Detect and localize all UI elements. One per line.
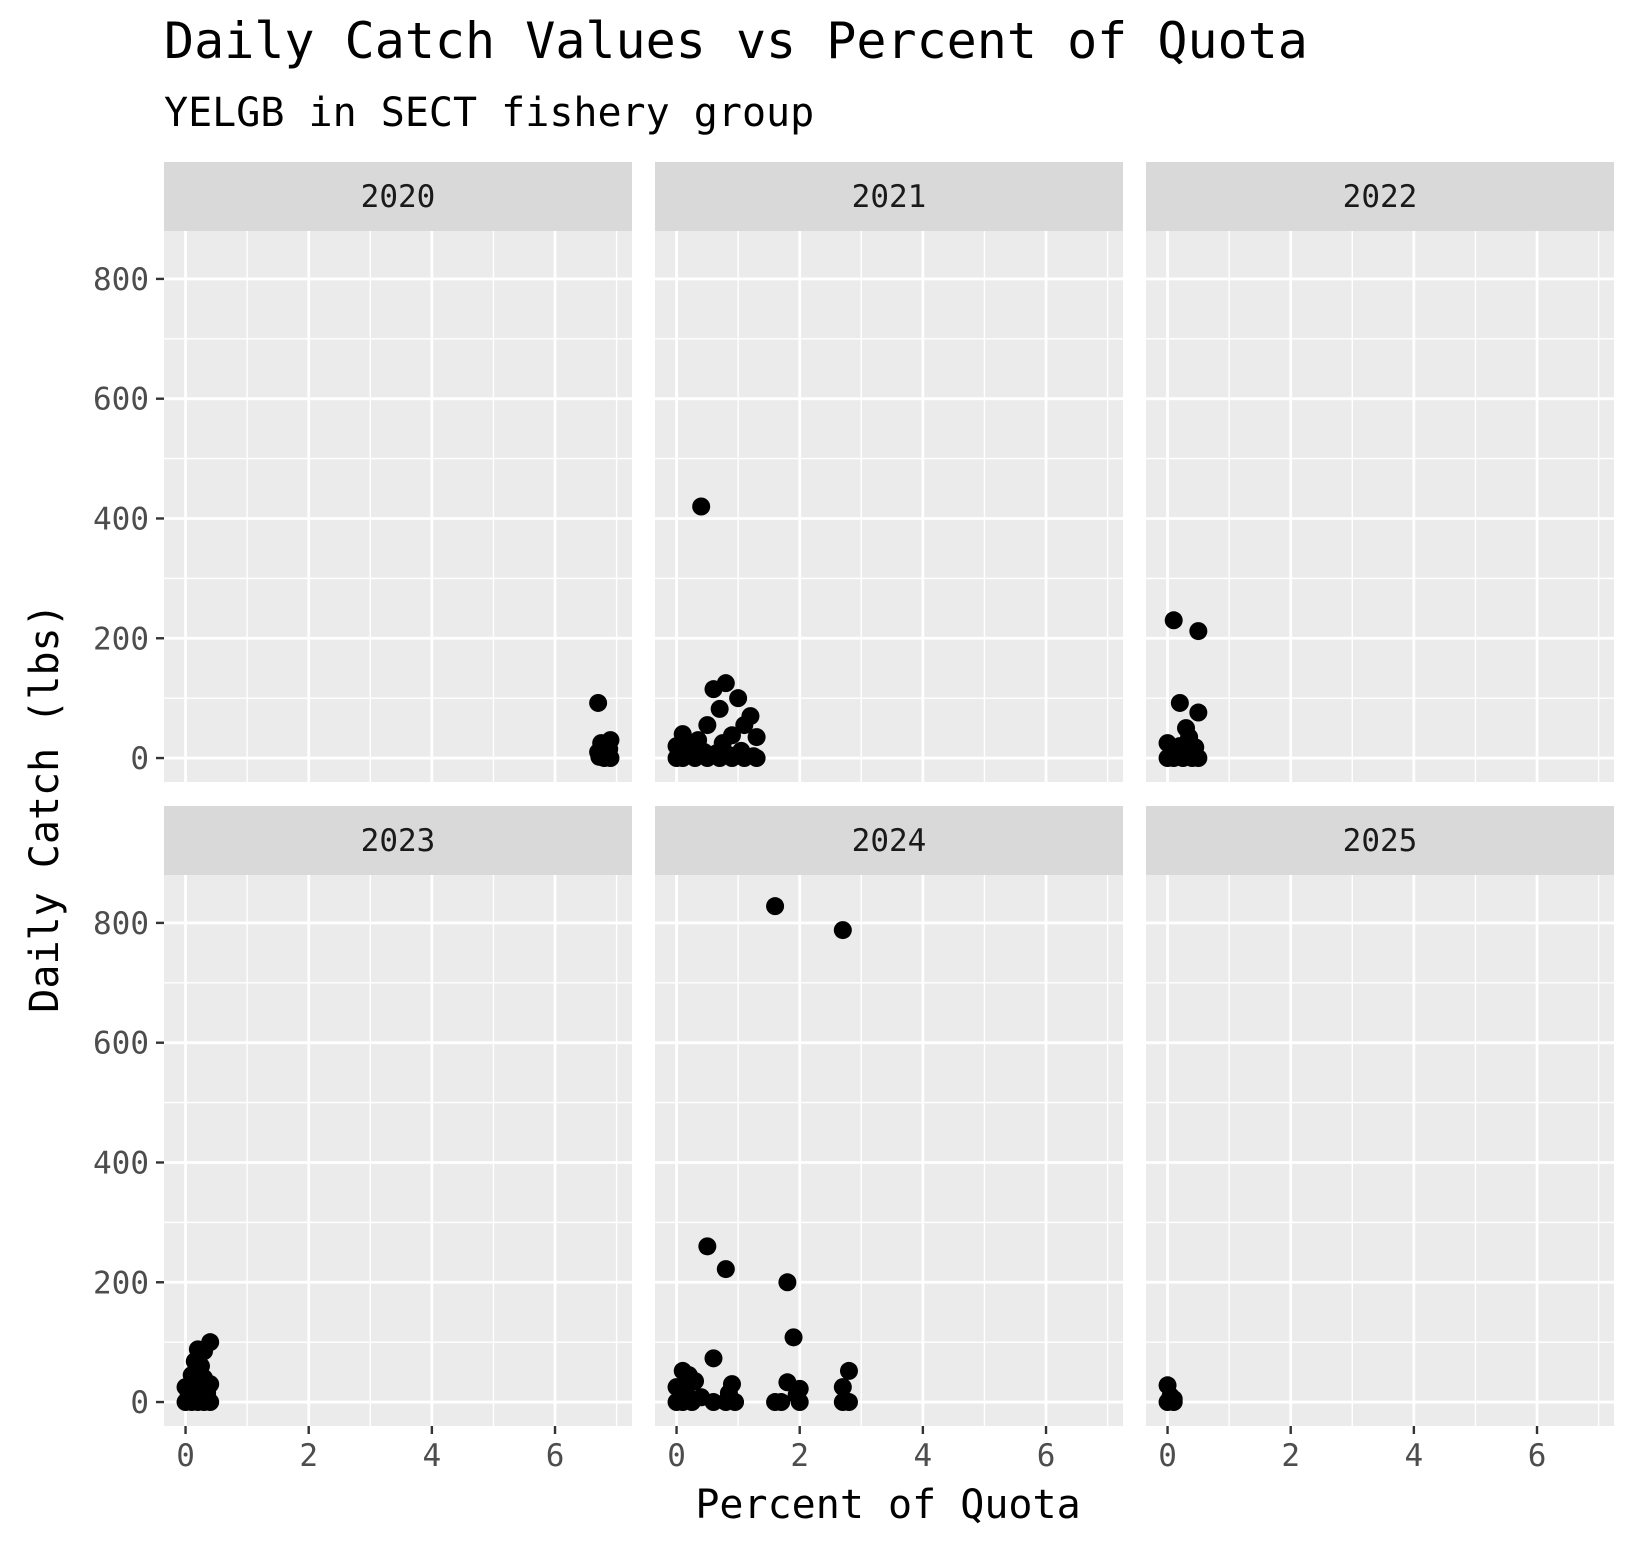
facet-panel bbox=[1146, 231, 1614, 782]
facet-strip-label: 2022 bbox=[1343, 179, 1418, 215]
x-tick-label: 4 bbox=[914, 1438, 933, 1474]
facet-strip bbox=[655, 162, 1123, 231]
data-point bbox=[698, 716, 717, 735]
facet-panel bbox=[655, 875, 1123, 1426]
data-point bbox=[698, 1237, 717, 1256]
x-tick-label: 4 bbox=[1405, 1438, 1424, 1474]
data-point bbox=[1161, 1391, 1180, 1410]
x-tick-label: 0 bbox=[176, 1438, 195, 1474]
data-point bbox=[201, 1393, 220, 1412]
data-point bbox=[716, 1260, 735, 1279]
x-tick-label: 6 bbox=[1528, 1438, 1547, 1474]
facet-panel bbox=[1146, 875, 1614, 1426]
data-point bbox=[719, 746, 738, 765]
data-point bbox=[766, 897, 785, 916]
x-tick-label: 6 bbox=[1037, 1438, 1056, 1474]
y-tick-label: 400 bbox=[93, 501, 149, 537]
chart-title: Daily Catch Values vs Percent of Quota bbox=[164, 12, 1308, 70]
facet-strip bbox=[1146, 806, 1614, 875]
data-point bbox=[704, 1393, 723, 1412]
facet-strip-label: 2023 bbox=[361, 823, 436, 859]
x-axis-title: Percent of Quota bbox=[695, 1482, 1080, 1528]
data-point bbox=[833, 1378, 852, 1397]
data-point bbox=[589, 693, 608, 712]
data-point bbox=[692, 497, 711, 516]
y-tick-label: 800 bbox=[93, 262, 149, 298]
data-point bbox=[839, 1361, 858, 1380]
facet-strip-label: 2021 bbox=[852, 179, 927, 215]
data-point bbox=[735, 716, 754, 735]
x-tick-label: 2 bbox=[299, 1438, 318, 1474]
facet-strip bbox=[655, 806, 1123, 875]
data-point bbox=[790, 1393, 809, 1412]
x-tick-label: 2 bbox=[790, 1438, 809, 1474]
y-tick-label: 200 bbox=[93, 621, 149, 657]
data-point bbox=[673, 749, 692, 768]
data-point bbox=[744, 747, 763, 766]
data-point bbox=[704, 680, 723, 699]
data-point bbox=[682, 1393, 701, 1412]
x-tick-label: 0 bbox=[1158, 1438, 1177, 1474]
data-point bbox=[710, 699, 729, 718]
x-tick-label: 0 bbox=[667, 1438, 686, 1474]
data-point bbox=[1164, 611, 1183, 630]
x-tick-label: 2 bbox=[1281, 1438, 1300, 1474]
y-tick-label: 400 bbox=[93, 1145, 149, 1181]
data-point bbox=[833, 921, 852, 940]
y-tick-label: 600 bbox=[93, 382, 149, 418]
data-point bbox=[594, 744, 613, 763]
data-point bbox=[839, 1393, 858, 1412]
facet-panel bbox=[164, 875, 632, 1426]
data-point bbox=[686, 749, 705, 768]
y-axis-title: Daily Catch (lbs) bbox=[22, 603, 68, 1012]
y-tick-label: 800 bbox=[93, 906, 149, 942]
y-tick-label: 200 bbox=[93, 1265, 149, 1301]
data-point bbox=[784, 1328, 803, 1347]
data-point bbox=[772, 1393, 791, 1412]
data-point bbox=[729, 689, 748, 708]
data-point bbox=[704, 1349, 723, 1368]
facet-strip bbox=[164, 162, 632, 231]
facet-strip bbox=[1146, 162, 1614, 231]
y-tick-label: 600 bbox=[93, 1026, 149, 1062]
facet-panel bbox=[164, 231, 632, 782]
data-point bbox=[747, 728, 766, 747]
y-tick-label: 0 bbox=[130, 741, 149, 777]
facet-strip-label: 2025 bbox=[1343, 823, 1418, 859]
data-point bbox=[1189, 622, 1208, 641]
facet-strip bbox=[164, 806, 632, 875]
data-point bbox=[778, 1273, 797, 1292]
facet-strip-label: 2020 bbox=[361, 179, 436, 215]
x-tick-label: 4 bbox=[423, 1438, 442, 1474]
data-point bbox=[726, 1393, 745, 1412]
chart-subtitle: YELGB in SECT fishery group bbox=[164, 90, 815, 136]
facet-strip-label: 2024 bbox=[852, 823, 927, 859]
data-point bbox=[1189, 749, 1208, 768]
y-tick-label: 0 bbox=[130, 1385, 149, 1421]
x-tick-label: 6 bbox=[546, 1438, 565, 1474]
data-point bbox=[1170, 693, 1189, 712]
data-point bbox=[698, 749, 717, 768]
facet-panel bbox=[655, 231, 1123, 782]
data-point bbox=[1189, 703, 1208, 722]
